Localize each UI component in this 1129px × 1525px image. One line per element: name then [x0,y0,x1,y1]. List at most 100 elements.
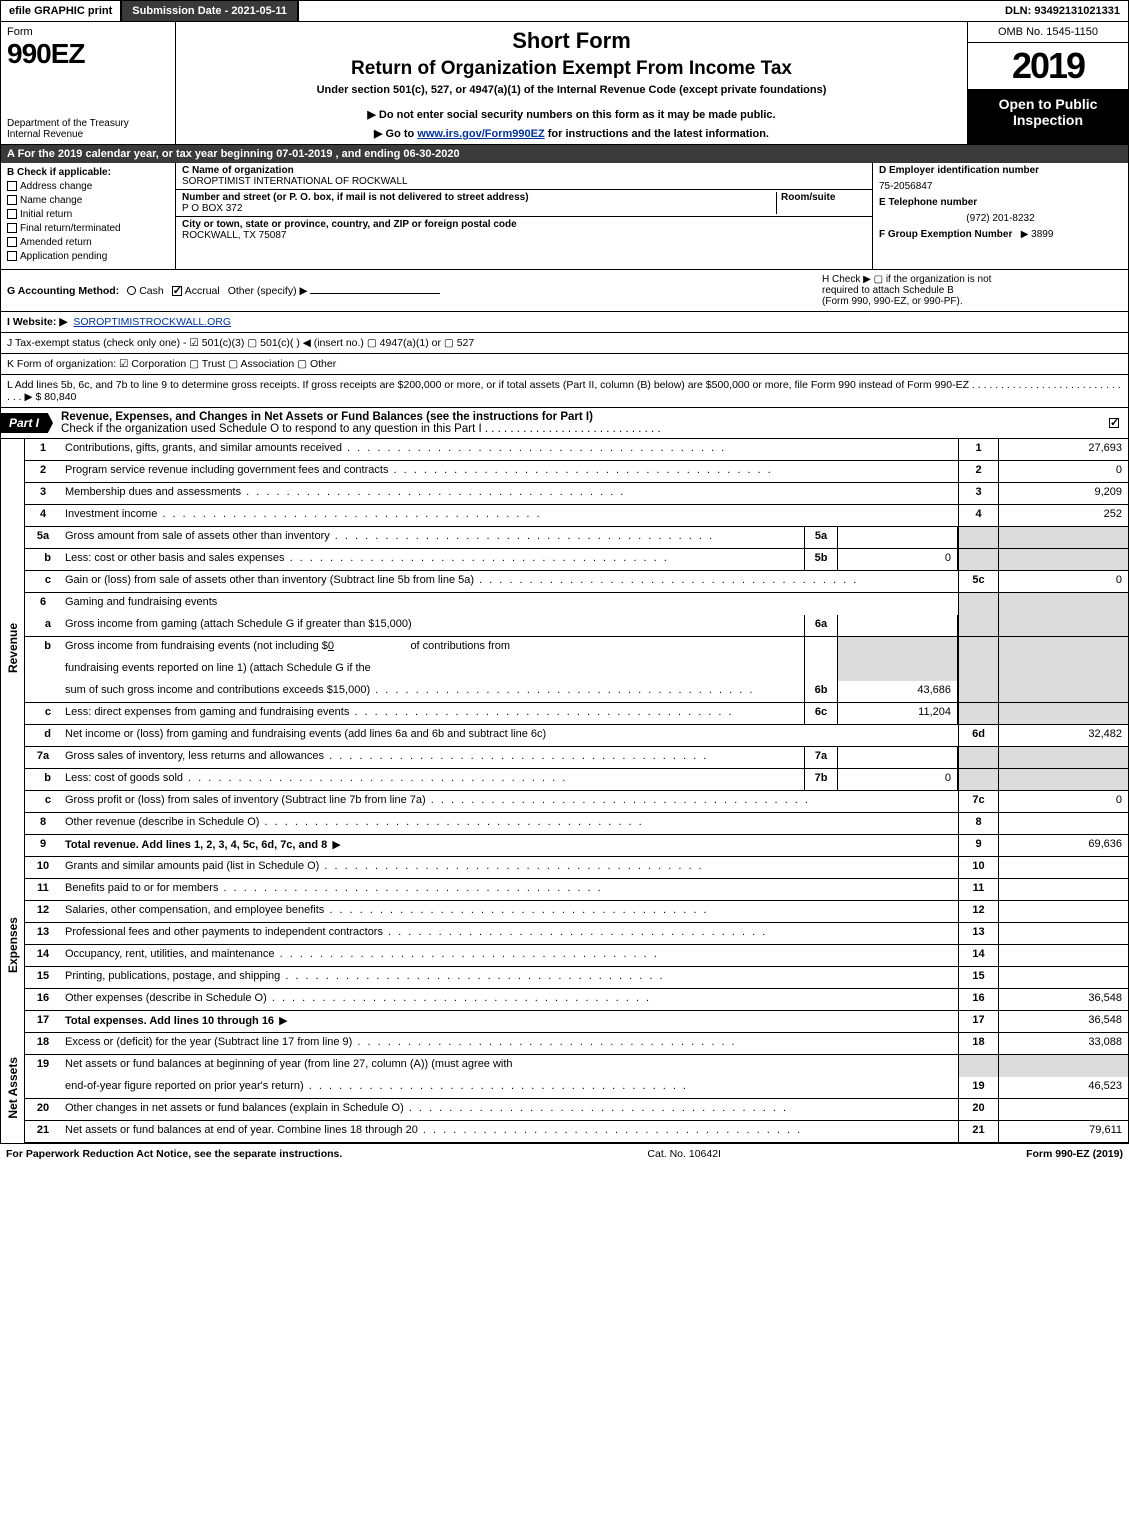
top-bar: efile GRAPHIC print Submission Date - 20… [0,0,1129,22]
line-6a-desc: Gross income from gaming (attach Schedul… [61,615,804,636]
line-6c-value: 11,204 [838,703,958,724]
expenses-tab: Expenses [1,857,25,1033]
org-name-label: C Name of organization [182,165,866,176]
net-assets-section: Net Assets 18 Excess or (deficit) for th… [1,1033,1128,1143]
link-pre: ▶ Go to [374,128,417,140]
line-21-desc: Net assets or fund balances at end of ye… [61,1121,958,1142]
header-ssn-note: ▶ Do not enter social security numbers o… [184,108,959,121]
line-18-desc: Excess or (deficit) for the year (Subtra… [61,1033,958,1054]
addr-label: Number and street (or P. O. box, if mail… [182,192,776,203]
line-5b-value: 0 [838,549,958,570]
line-20-desc: Other changes in net assets or fund bala… [61,1099,958,1120]
line-9-value: 69,636 [998,835,1128,856]
form-header: Form 990EZ Department of the Treasury In… [0,22,1129,145]
h-line3: (Form 990, 990-EZ, or 990-PF). [822,296,1122,307]
line-7a-value [838,747,958,768]
line-15-desc: Printing, publications, postage, and shi… [61,967,958,988]
entity-row: B Check if applicable: Address change Na… [0,163,1129,270]
g-cash[interactable]: Cash [127,285,164,297]
line-6-desc: Gaming and fundraising events [61,593,958,615]
line-5a-desc: Gross amount from sale of assets other t… [61,527,804,548]
row-g-h: G Accounting Method: Cash Accrual Other … [0,270,1129,312]
footer-mid: Cat. No. 10642I [647,1148,721,1160]
line-5c-value: 0 [998,571,1128,592]
submission-date: Submission Date - 2021-05-11 [122,1,299,21]
line-19-desc1: Net assets or fund balances at beginning… [61,1055,958,1077]
chk-address-change[interactable]: Address change [7,181,169,192]
line-4-desc: Investment income [61,505,958,526]
line-16: 16 Other expenses (describe in Schedule … [25,989,1128,1011]
chk-application-pending[interactable]: Application pending [7,251,169,262]
line-9: 9 Total revenue. Add lines 1, 2, 3, 4, 5… [25,835,1128,857]
page-footer: For Paperwork Reduction Act Notice, see … [0,1143,1129,1164]
part-i-lines: Revenue 1 Contributions, gifts, grants, … [0,439,1129,1143]
line-12: 12 Salaries, other compensation, and emp… [25,901,1128,923]
line-3-desc: Membership dues and assessments [61,483,958,504]
dln-label: DLN: 93492131021331 [997,1,1128,21]
line-6b-desc1: Gross income from fundraising events (no… [61,637,804,659]
row-l: L Add lines 5b, 6c, and 7b to line 9 to … [0,375,1129,408]
line-19-desc2: end-of-year figure reported on prior yea… [61,1077,958,1098]
line-6a-value [838,615,958,636]
chk-name-change[interactable]: Name change [7,195,169,206]
website-link[interactable]: SOROPTIMISTROCKWALL.ORG [73,316,231,328]
line-11-desc: Benefits paid to or for members [61,879,958,900]
header-center: Short Form Return of Organization Exempt… [176,22,968,144]
g-other[interactable]: Other (specify) ▶ [228,285,441,297]
line-1: 1 Contributions, gifts, grants, and simi… [25,439,1128,461]
header-link-row: ▶ Go to www.irs.gov/Form990EZ for instru… [184,127,959,140]
line-13-value [998,923,1128,944]
line-6: 6 Gaming and fundraising events [25,593,1128,615]
line-5c-desc: Gain or (loss) from sale of assets other… [61,571,958,592]
i-label: I Website: ▶ [7,316,67,328]
line-7b-desc: Less: cost of goods sold [61,769,804,790]
part-i-check[interactable] [1109,417,1128,429]
k-text: K Form of organization: ☑ Corporation ▢ … [7,358,336,370]
efile-print-label[interactable]: efile GRAPHIC print [1,1,122,21]
dept-treasury: Department of the Treasury Internal Reve… [7,118,169,140]
line-6b-value: 43,686 [838,681,958,702]
g-accrual[interactable]: Accrual [172,285,220,297]
line-8-desc: Other revenue (describe in Schedule O) [61,813,958,834]
tel-label: E Telephone number [879,197,977,208]
line-1-desc: Contributions, gifts, grants, and simila… [61,439,958,460]
line-5b: b Less: cost or other basis and sales ex… [25,549,1128,571]
line-13: 13 Professional fees and other payments … [25,923,1128,945]
line-3: 3 Membership dues and assessments 3 9,20… [25,483,1128,505]
line-14: 14 Occupancy, rent, utilities, and maint… [25,945,1128,967]
line-19-value: 46,523 [998,1077,1128,1098]
line-4-value: 252 [998,505,1128,526]
line-7a-desc: Gross sales of inventory, less returns a… [61,747,804,768]
revenue-tab: Revenue [1,439,25,857]
line-7b: b Less: cost of goods sold 7b 0 [25,769,1128,791]
line-21-value: 79,611 [998,1121,1128,1142]
line-6b-desc2: fundraising events reported on line 1) (… [61,659,804,681]
box-c-d-wrap: C Name of organization SOROPTIMIST INTER… [176,163,1128,269]
row-h: H Check ▶ ▢ if the organization is not r… [822,274,1122,307]
chk-initial-return[interactable]: Initial return [7,209,169,220]
addr-value: P O BOX 372 [182,203,776,214]
irs-link[interactable]: www.irs.gov/Form990EZ [417,128,544,140]
ein-label: D Employer identification number [879,165,1039,176]
open-to-public: Open to Public Inspection [968,90,1128,144]
line-7c: c Gross profit or (loss) from sales of i… [25,791,1128,813]
line-5b-desc: Less: cost or other basis and sales expe… [61,549,804,570]
line-8: 8 Other revenue (describe in Schedule O)… [25,813,1128,835]
room-label: Room/suite [781,192,866,203]
h-line2: required to attach Schedule B [822,285,1122,296]
dept-line1: Department of the Treasury [7,118,169,129]
line-4: 4 Investment income 4 252 [25,505,1128,527]
omb-number: OMB No. 1545-1150 [968,22,1128,43]
line-6c-desc: Less: direct expenses from gaming and fu… [61,703,804,724]
line-2-desc: Program service revenue including govern… [61,461,958,482]
chk-final-return[interactable]: Final return/terminated [7,223,169,234]
line-7b-value: 0 [838,769,958,790]
line-1-value: 27,693 [998,439,1128,460]
org-name-value: SOROPTIMIST INTERNATIONAL OF ROCKWALL [182,176,866,187]
part-i-badge: Part I [1,413,53,433]
chk-amended-return[interactable]: Amended return [7,237,169,248]
group-label: F Group Exemption Number [879,229,1012,240]
line-16-desc: Other expenses (describe in Schedule O) [61,989,958,1010]
line-14-value [998,945,1128,966]
title-return: Return of Organization Exempt From Incom… [184,58,959,80]
